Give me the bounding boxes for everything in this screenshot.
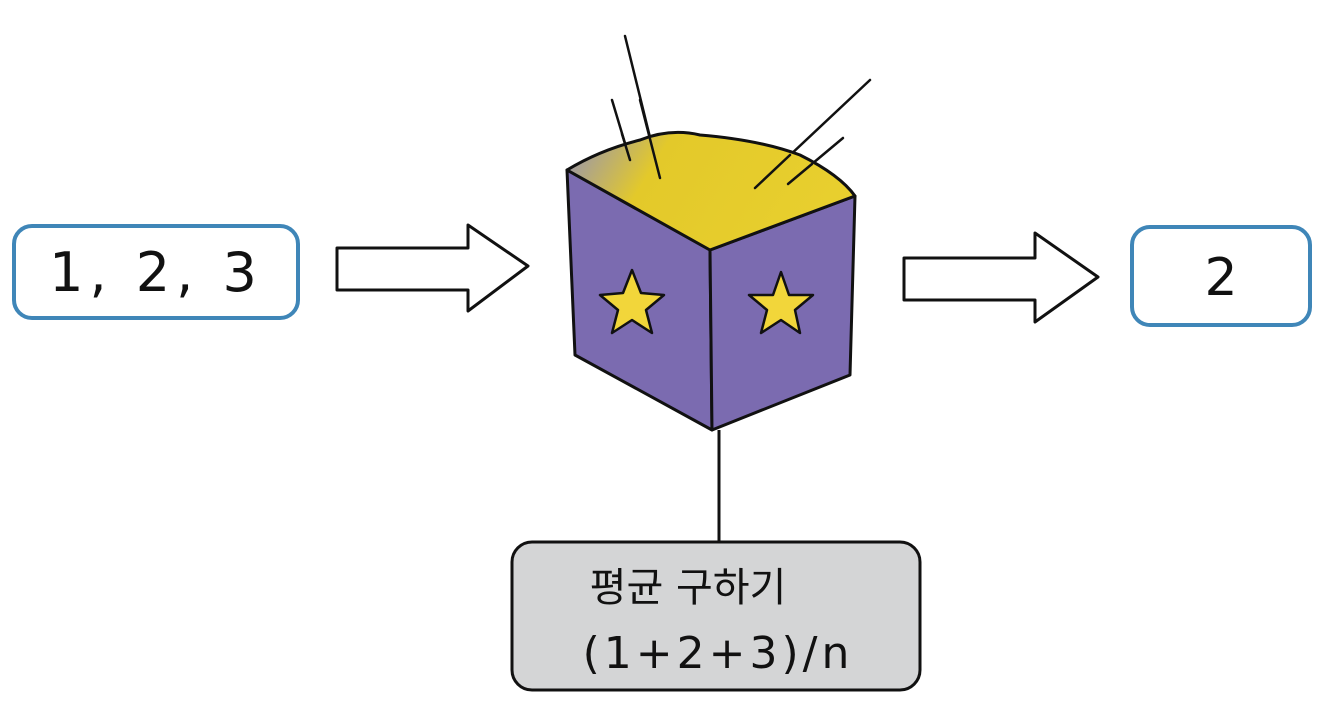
magic-cube-icon: [565, 34, 872, 432]
function-label-box: 평균 구하기 (1+2+3)/n: [510, 540, 922, 692]
right-arrow-icon: [902, 231, 1100, 324]
star-icon: [747, 270, 815, 335]
function-name: 평균 구하기: [590, 565, 787, 611]
right-arrow-icon: [335, 223, 530, 313]
star-icon: [598, 268, 666, 335]
input-box: 1, 2, 3: [12, 224, 300, 320]
function-formula: (1+2+3)/n: [583, 628, 854, 679]
output-box: 2: [1130, 225, 1312, 327]
input-values: 1, 2, 3: [49, 241, 263, 304]
output-value: 2: [1204, 248, 1237, 308]
